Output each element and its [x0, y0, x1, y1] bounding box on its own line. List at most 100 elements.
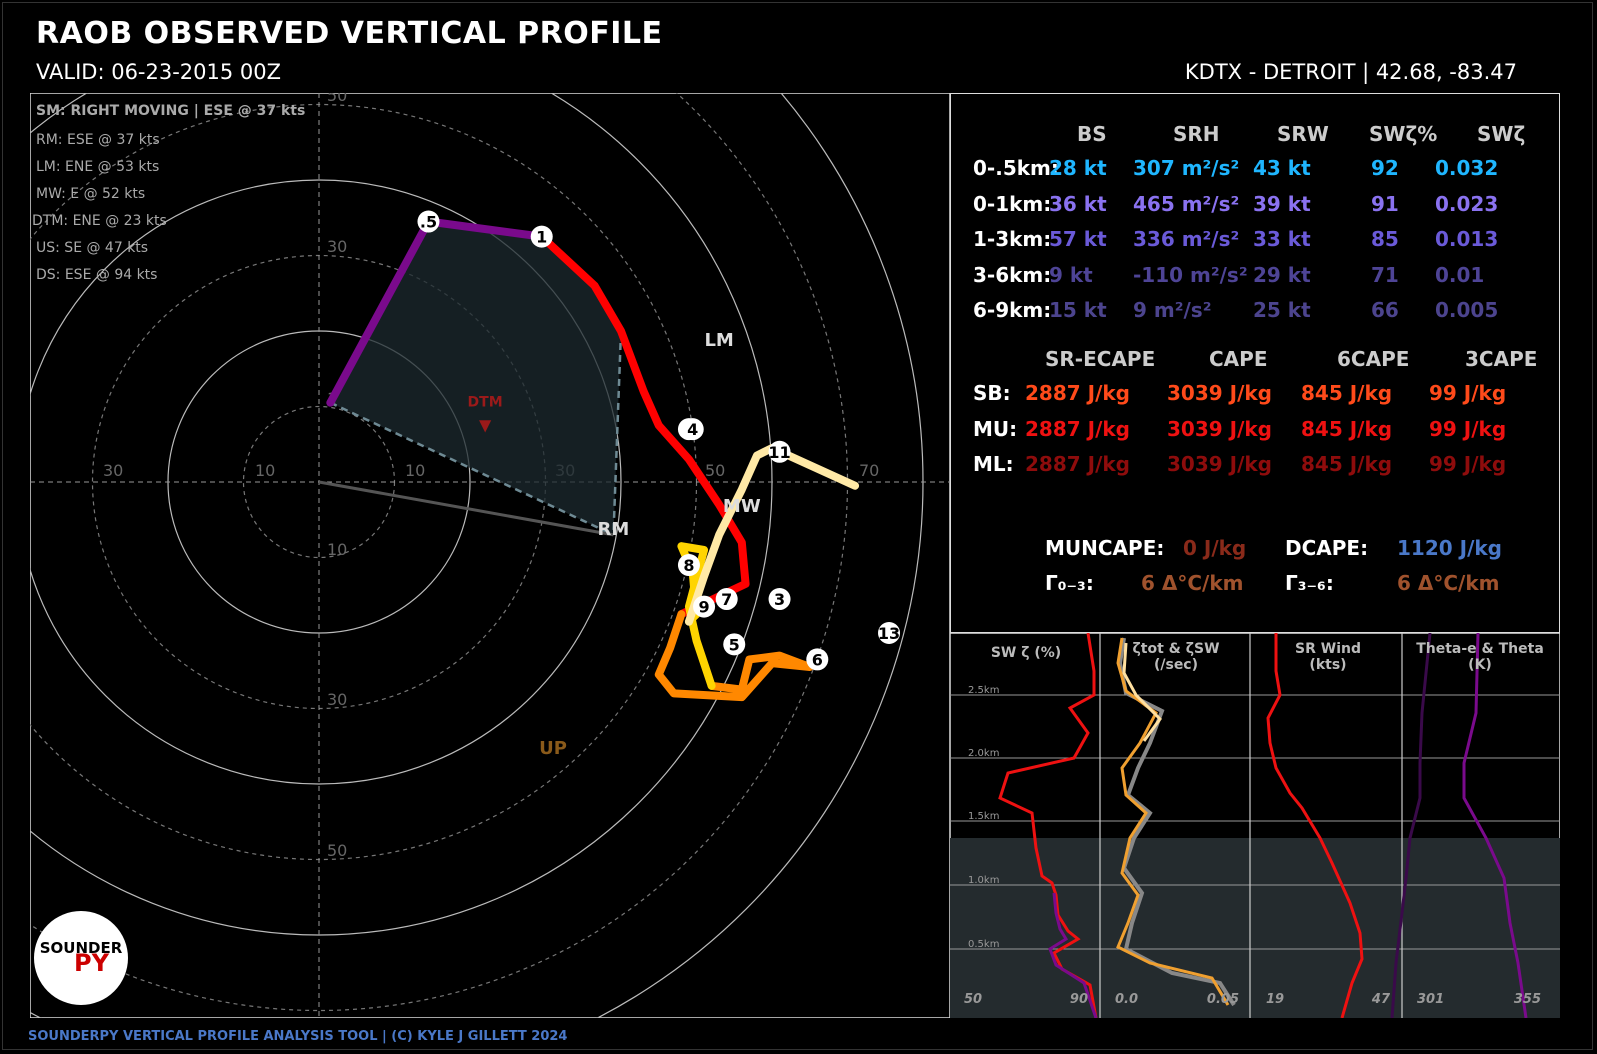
hodo-height-label: 5: [729, 635, 740, 654]
thermo-cape-value: 3039 J/kg: [1167, 452, 1272, 476]
kin-srh-value: 336 m²/s²: [1133, 227, 1240, 251]
kin-row-label: 1-3km:: [973, 227, 1052, 251]
kin-srw-value: 29 kt: [1253, 262, 1311, 287]
hodo-ring-label: 50: [705, 461, 725, 480]
hodo-ring-label: 70: [859, 461, 879, 480]
dcape-value: 1120 J/kg: [1397, 536, 1502, 560]
kin-swp-value: 91: [1371, 191, 1399, 216]
thermo-cape6-value: 845 J/kg: [1301, 381, 1393, 405]
height-label: 2.0km: [968, 748, 999, 759]
hdr-6cape: 6CAPE: [1337, 347, 1410, 371]
logo-text: SOUNDER: [39, 939, 123, 957]
footer-credit: SOUNDERPY VERTICAL PROFILE ANALYSIS TOOL…: [28, 1029, 568, 1044]
hodo-ring-label: 30: [327, 237, 347, 256]
storm-motion-title: SM: RIGHT MOVING | ESE @ 37 kts: [36, 103, 306, 119]
hodo-height-label: 3: [774, 590, 785, 609]
kin-swp-value: 66: [1371, 298, 1399, 322]
hodo-ring-label: 30: [327, 690, 347, 709]
valid-time: VALID: 06-23-2015 00Z: [36, 60, 282, 84]
station-info: KDTX - DETROIT | 42.68, -83.47: [1184, 60, 1517, 84]
sm-us: US: SE @ 47 kts: [36, 240, 149, 256]
kin-srh-value: 307 m²/s²: [1133, 156, 1240, 180]
kin-bs-value: 9 kt: [1049, 262, 1093, 287]
kin-srw-value: 43 kt: [1253, 156, 1311, 180]
storm-marker-rm: RM: [598, 519, 630, 540]
kin-row-label: 0-1km:: [973, 191, 1052, 216]
profile-subtitle: (kts): [1309, 657, 1346, 673]
kin-sw-value: 0.005: [1435, 298, 1499, 322]
kin-sw-value: 0.032: [1435, 156, 1499, 180]
hodo-height-marker: [677, 554, 700, 577]
kin-srw-value: 39 kt: [1253, 191, 1311, 216]
kin-sw-value: 0.023: [1435, 191, 1499, 216]
storm-marker-mw: MW: [723, 496, 761, 517]
storm-motion-vector: [318, 480, 614, 537]
zsw-top: [1122, 642, 1162, 742]
shaded-layer: [950, 838, 1560, 1018]
hodo-ring-label: 10: [255, 461, 275, 480]
hodo-ring: [30, 179, 622, 785]
hodo-height-label: .5: [420, 213, 437, 232]
sm-rm: RM: ESE @ 37 kts: [36, 132, 160, 148]
hdr-ecape: SR-ECAPE: [1045, 347, 1156, 371]
srh-area: [330, 221, 621, 535]
thermo-cape-value: 3039 J/kg: [1167, 381, 1272, 405]
kin-bs-value: 28 kt: [1049, 156, 1107, 180]
lr03-value: 6 Δ°C/km: [1141, 571, 1244, 595]
theta-e-line: [1462, 633, 1528, 1018]
height-label: 2.5km: [968, 685, 999, 696]
hodo-height-marker: [530, 225, 553, 248]
rm-line-low: [329, 401, 614, 536]
profile-title: Theta-e & Theta: [1416, 641, 1544, 657]
logo-py: PY: [74, 949, 109, 977]
hodo-height-label: 9: [698, 598, 709, 617]
hodo-height-label: 11: [768, 443, 790, 462]
hodo-trace-1-3km: [537, 232, 750, 619]
hdr-3cape: 3CAPE: [1465, 347, 1538, 371]
kin-bs-value: 15 kt: [1049, 298, 1107, 322]
kin-sw-value: 0.01: [1435, 262, 1485, 287]
kin-row-label: 0-.5km:: [973, 156, 1059, 180]
kin-srh-value: -110 m²/s²: [1133, 262, 1248, 287]
hodo-height-label: 8: [683, 556, 694, 575]
sounderpy-logo: SOUNDER PY: [34, 911, 128, 1005]
hodograph: 30101030507050301103050 .51241138975613L…: [30, 93, 950, 1018]
sw-zeta-lower: [1048, 892, 1098, 1018]
kin-bs-value: 36 kt: [1049, 191, 1107, 216]
sm-lm: LM: ENE @ 53 kts: [36, 159, 160, 175]
thermo-ecape-value: 2887 J/kg: [1025, 381, 1130, 405]
height-label: 1.0km: [968, 875, 999, 886]
profile-xmax: 355: [1514, 992, 1541, 1007]
hodo-height-label: 1: [536, 228, 547, 247]
storm-marker-lm: LM: [704, 330, 733, 351]
thermo-cape3-value: 99 J/kg: [1429, 416, 1507, 441]
profile-subtitle: (/sec): [1154, 657, 1198, 673]
hodo-height-marker: [693, 595, 716, 618]
kin-row-label: 3-6km:: [973, 262, 1052, 287]
lr36-label: Γ₃₋₆:: [1285, 571, 1334, 595]
kin-swp-value: 85: [1371, 227, 1399, 251]
sm-mw: MW: E @ 52 kts: [36, 186, 146, 202]
kin-bs-value: 57 kt: [1049, 227, 1107, 251]
kin-srh-value: 465 m²/s²: [1133, 191, 1240, 216]
profile-xmax: 90: [1070, 992, 1088, 1007]
vertical-profiles: 2.5km 2.0km 1.5km 1.0km 0.5km SW ζ (%) ζtot & …: [950, 633, 1560, 1018]
hodo-ring-label: 10: [405, 461, 425, 480]
height-label: 1.5km: [968, 811, 999, 822]
hodo-height-marker: [417, 210, 440, 233]
thermo-row-label: SB:: [973, 381, 1011, 405]
dtm-triangle-icon: ▼: [479, 416, 492, 435]
profile-title: ζtot & ζSW: [1132, 641, 1219, 657]
sw-zeta-line: [998, 633, 1098, 1018]
parameters-panel: BS SRH SRW SWζ% SWζ 0-.5km: 28 kt 307 m²/s…: [950, 93, 1560, 633]
hodo-ring-label: 30: [103, 461, 123, 480]
profile-xmin: 0.0: [1115, 992, 1138, 1007]
kin-srw-value: 33 kt: [1253, 227, 1311, 251]
profile-xmin: 50: [964, 992, 982, 1007]
storm-marker-dtm: DTM: [468, 395, 503, 411]
profile-xmin: 19: [1266, 992, 1284, 1007]
hodo-height-label: 6: [812, 650, 823, 669]
lr36-value: 6 Δ°C/km: [1397, 571, 1500, 595]
kin-sw-value: 0.013: [1435, 227, 1499, 251]
